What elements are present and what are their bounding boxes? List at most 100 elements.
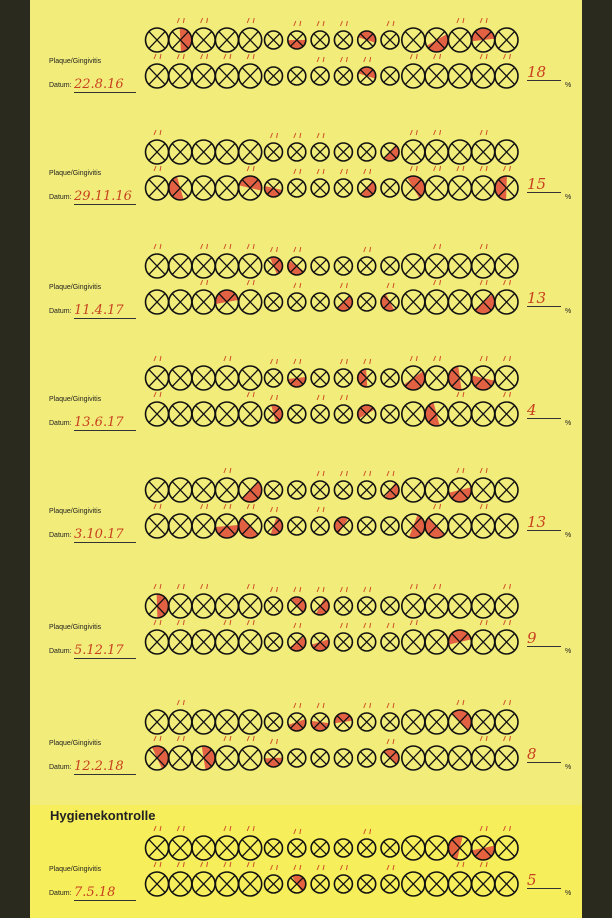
tooth-cross	[336, 877, 351, 891]
tooth	[263, 480, 284, 500]
tooth-cross	[497, 369, 516, 387]
tooth	[494, 835, 519, 861]
tooth	[380, 142, 400, 162]
tooth	[263, 30, 284, 50]
percent-unit: %	[565, 532, 572, 539]
plaque-label: Plaque/Gingivitis	[49, 58, 102, 65]
gingiva-tick	[246, 861, 255, 868]
tooth-cross	[171, 839, 189, 857]
tooth-cross	[451, 405, 469, 423]
tooth-cross	[266, 751, 281, 765]
percent-unit: %	[565, 82, 572, 89]
tooth-cross	[290, 295, 304, 309]
tooth-cross	[474, 749, 492, 767]
tooth-cross	[171, 67, 189, 85]
tooth	[237, 63, 263, 89]
gingiva-tick	[503, 53, 511, 60]
tooth-cross	[336, 841, 351, 855]
plaque-mark	[201, 746, 216, 770]
tooth-cross	[451, 369, 469, 387]
gingiva-tick	[270, 246, 278, 253]
tooth-cross	[266, 145, 281, 159]
gingiva-tick	[386, 282, 395, 289]
tooth-cross	[266, 635, 281, 649]
gingiva-tick	[270, 864, 278, 871]
percent-value: 8	[527, 746, 561, 763]
gingiva-tick	[223, 467, 232, 474]
tooth-cross	[336, 519, 351, 533]
tooth	[286, 748, 307, 768]
tooth	[333, 632, 354, 652]
tooth-cross	[171, 179, 189, 197]
tooth	[237, 513, 263, 539]
plaque-mark	[358, 31, 376, 43]
tooth	[494, 175, 519, 201]
gingiva-tick	[200, 583, 209, 590]
tooth-cross	[241, 517, 259, 535]
tooth	[263, 874, 284, 894]
gingiva-tick	[246, 165, 255, 172]
tooth	[494, 63, 519, 89]
gingiva-tick	[223, 619, 232, 626]
tooth-cross	[404, 143, 422, 161]
plaque-mark	[152, 746, 169, 769]
gingiva-tick	[153, 503, 162, 510]
tooth-cross	[336, 483, 351, 497]
tooth	[263, 748, 284, 768]
tooth-cross	[241, 839, 259, 857]
tooth-cross	[266, 371, 281, 385]
tooth	[494, 289, 519, 315]
gingiva-tick	[339, 470, 348, 477]
gingiva-tick	[479, 467, 488, 474]
tooth	[333, 178, 354, 198]
tooth-cross	[404, 633, 422, 651]
gingiva-tick	[456, 861, 465, 868]
tooth-cross	[383, 715, 397, 729]
tooth	[310, 256, 330, 276]
plaque-mark	[447, 836, 463, 860]
gingiva-tick	[246, 391, 255, 398]
tooth	[263, 142, 284, 162]
tooth-cross	[313, 371, 327, 385]
tooth-cross	[404, 31, 422, 49]
tooth	[356, 256, 377, 276]
tooth-cross	[290, 751, 304, 765]
gingiva-tick	[456, 699, 465, 706]
tooth-cross	[218, 481, 236, 499]
gingiva-tick	[246, 825, 255, 832]
gingiva-tick	[479, 503, 488, 510]
gingiva-tick	[386, 622, 395, 629]
gingiva-tick	[293, 358, 302, 365]
tooth	[356, 66, 377, 86]
tooth	[333, 256, 354, 276]
date-value: 13.6.17	[74, 416, 136, 431]
tooth-cross	[290, 519, 304, 533]
tooth	[494, 513, 519, 539]
tooth-cross	[474, 481, 492, 499]
tooth	[286, 66, 307, 86]
plaque-label: Plaque/Gingivitis	[49, 396, 102, 403]
tooth-cross	[474, 517, 492, 535]
gingiva-tick	[339, 394, 348, 401]
tooth	[237, 27, 263, 53]
tooth	[380, 516, 400, 536]
tooth-cross	[474, 257, 492, 275]
tooth-cross	[451, 749, 469, 767]
tooth	[356, 874, 377, 894]
gingiva-tick	[316, 506, 325, 513]
percent-value: 13	[527, 514, 561, 531]
tooth-cross	[148, 405, 166, 423]
percent-unit: %	[565, 648, 572, 655]
plaque-mark	[270, 517, 283, 535]
tooth-cross	[428, 143, 446, 161]
tooth	[263, 404, 284, 424]
gingiva-tick	[409, 355, 418, 362]
tooth	[333, 142, 354, 162]
tooth-cross	[404, 875, 422, 893]
tooth	[494, 629, 519, 655]
tooth	[494, 709, 519, 735]
gingiva-tick	[316, 132, 325, 139]
gingiva-tick	[503, 583, 511, 590]
gingiva-tick	[479, 619, 488, 626]
plaque-mark	[494, 176, 507, 200]
